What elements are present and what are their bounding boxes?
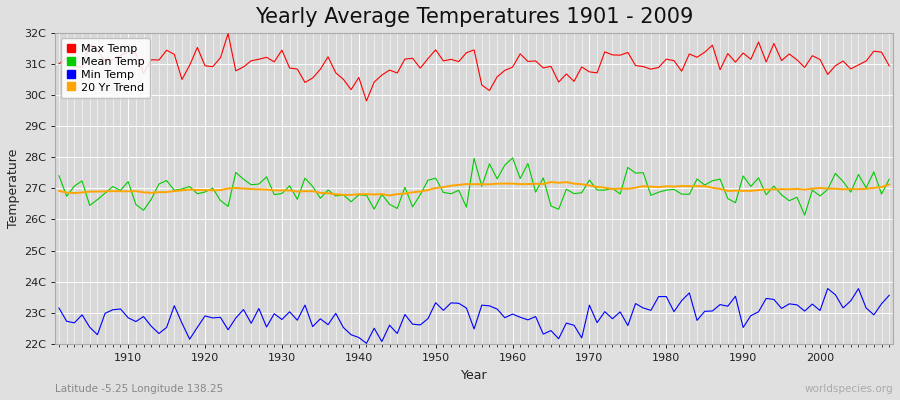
X-axis label: Year: Year <box>461 368 488 382</box>
Title: Yearly Average Temperatures 1901 - 2009: Yearly Average Temperatures 1901 - 2009 <box>255 7 693 27</box>
Text: worldspecies.org: worldspecies.org <box>805 384 893 394</box>
Text: Latitude -5.25 Longitude 138.25: Latitude -5.25 Longitude 138.25 <box>55 384 223 394</box>
Legend: Max Temp, Mean Temp, Min Temp, 20 Yr Trend: Max Temp, Mean Temp, Min Temp, 20 Yr Tre… <box>60 38 150 98</box>
Y-axis label: Temperature: Temperature <box>7 149 20 228</box>
